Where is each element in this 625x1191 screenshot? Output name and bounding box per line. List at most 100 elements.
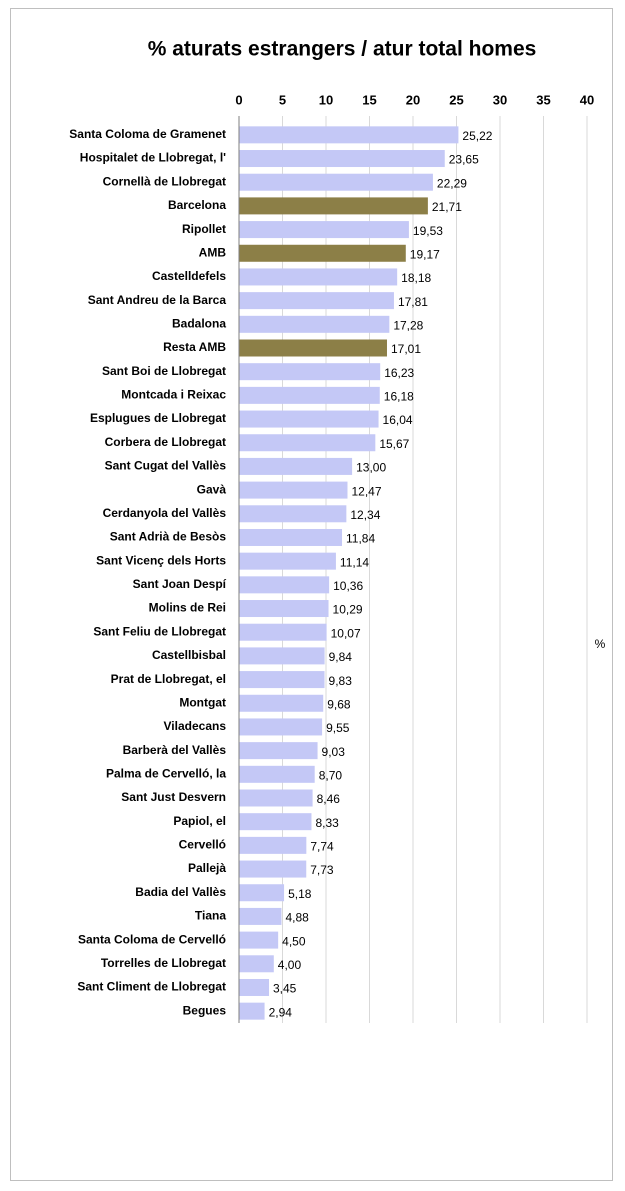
bar bbox=[239, 813, 312, 831]
y-tick-label: Sant Climent de Llobregat bbox=[77, 980, 226, 994]
legend-label: % bbox=[595, 637, 606, 651]
x-tick-label: 10 bbox=[319, 92, 333, 107]
bar bbox=[239, 931, 279, 949]
y-tick-label: Gavà bbox=[197, 482, 227, 496]
y-tick-label: Corbera de Llobregat bbox=[105, 435, 226, 449]
bar bbox=[239, 339, 387, 357]
data-label: 23,65 bbox=[449, 153, 479, 167]
bar bbox=[239, 528, 343, 546]
y-tick-label: Esplugues de Llobregat bbox=[90, 411, 226, 425]
data-label: 25,22 bbox=[462, 129, 492, 143]
y-tick-label: Castellbisbal bbox=[152, 648, 226, 662]
y-tick-label: Santa Coloma de Gramenet bbox=[69, 127, 226, 141]
bar bbox=[239, 694, 324, 712]
bar bbox=[239, 363, 381, 381]
y-tick-label: Prat de Llobregat, el bbox=[111, 672, 226, 686]
data-label: 10,36 bbox=[333, 579, 363, 593]
data-label: 21,71 bbox=[432, 200, 462, 214]
x-tick-label: 20 bbox=[406, 92, 420, 107]
y-tick-label: Cervelló bbox=[179, 838, 226, 852]
bar bbox=[239, 955, 274, 973]
data-label: 9,55 bbox=[326, 721, 350, 735]
y-tick-label: Barcelona bbox=[168, 198, 226, 212]
bar bbox=[239, 268, 398, 286]
y-tick-label: Resta AMB bbox=[163, 340, 226, 354]
bar bbox=[239, 481, 348, 499]
bar bbox=[239, 126, 459, 144]
bar bbox=[239, 197, 428, 215]
y-tick-label: Sant Andreu de la Barca bbox=[88, 293, 227, 307]
data-label: 9,84 bbox=[329, 650, 353, 664]
data-label: 4,00 bbox=[278, 958, 302, 972]
y-tick-label: Sant Cugat del Vallès bbox=[105, 459, 227, 473]
y-tick-label: Begues bbox=[183, 1003, 227, 1017]
bar bbox=[239, 386, 380, 404]
x-tick-label: 40 bbox=[580, 92, 594, 107]
data-label: 7,73 bbox=[310, 863, 334, 877]
data-label: 16,23 bbox=[384, 366, 414, 380]
bar bbox=[239, 457, 353, 475]
bar bbox=[239, 623, 327, 641]
data-label: 19,17 bbox=[410, 247, 440, 261]
bar bbox=[239, 292, 394, 310]
bar bbox=[239, 576, 330, 594]
data-label: 12,47 bbox=[351, 484, 381, 498]
y-tick-label: Sant Joan Despí bbox=[133, 577, 227, 591]
x-tick-label: 35 bbox=[536, 92, 550, 107]
bar bbox=[239, 600, 329, 618]
data-label: 17,28 bbox=[393, 318, 423, 332]
x-tick-label: 25 bbox=[449, 92, 463, 107]
data-label: 4,88 bbox=[285, 911, 309, 925]
bar bbox=[239, 1002, 265, 1020]
y-tick-label: Montgat bbox=[179, 695, 226, 709]
data-label: 17,81 bbox=[398, 295, 428, 309]
data-label: 9,83 bbox=[329, 674, 353, 688]
y-tick-label: Papiol, el bbox=[173, 814, 226, 828]
y-tick-label: Hospitalet de Llobregat, l' bbox=[80, 151, 226, 165]
y-tick-label: Badia del Vallès bbox=[135, 885, 226, 899]
data-label: 7,74 bbox=[310, 840, 334, 854]
data-label: 18,18 bbox=[401, 271, 431, 285]
y-tick-label: Santa Coloma de Cervelló bbox=[78, 932, 226, 946]
y-tick-label: Montcada i Reixac bbox=[121, 388, 226, 402]
y-tick-label: Sant Boi de Llobregat bbox=[102, 364, 226, 378]
bar bbox=[239, 742, 318, 760]
data-label: 8,70 bbox=[319, 768, 343, 782]
data-label: 22,29 bbox=[437, 176, 467, 190]
data-label: 2,94 bbox=[269, 1005, 293, 1019]
x-tick-label: 0 bbox=[235, 92, 242, 107]
bar bbox=[239, 765, 315, 783]
y-tick-label: Torrelles de Llobregat bbox=[101, 956, 226, 970]
y-tick-label: Sant Vicenç dels Horts bbox=[96, 553, 226, 567]
y-tick-label: Molins de Rei bbox=[149, 601, 226, 615]
data-label: 9,68 bbox=[327, 697, 351, 711]
bar bbox=[239, 907, 282, 925]
data-label: 16,18 bbox=[384, 390, 414, 404]
bar bbox=[239, 315, 390, 333]
data-label: 15,67 bbox=[379, 437, 409, 451]
x-tick-label: 15 bbox=[362, 92, 376, 107]
data-label: 8,33 bbox=[315, 816, 339, 830]
bar bbox=[239, 789, 313, 807]
data-label: 10,29 bbox=[333, 603, 363, 617]
x-tick-label: 5 bbox=[279, 92, 286, 107]
x-tick-label: 30 bbox=[493, 92, 507, 107]
bar bbox=[239, 410, 379, 428]
bar bbox=[239, 434, 376, 452]
data-label: 10,07 bbox=[331, 626, 361, 640]
y-tick-label: Castelldefels bbox=[152, 269, 226, 283]
bar bbox=[239, 860, 307, 878]
data-label: 5,18 bbox=[288, 887, 312, 901]
data-label: 4,50 bbox=[282, 934, 306, 948]
y-tick-label: Sant Adrià de Besòs bbox=[110, 530, 227, 544]
data-label: 12,34 bbox=[350, 508, 380, 522]
y-tick-label: Tiana bbox=[195, 909, 226, 923]
bar bbox=[239, 884, 285, 902]
data-label: 13,00 bbox=[356, 461, 386, 475]
chart-title: % aturats estrangers / atur total homes bbox=[148, 38, 537, 61]
data-label: 3,45 bbox=[273, 982, 297, 996]
data-label: 17,01 bbox=[391, 342, 421, 356]
y-tick-label: Badalona bbox=[172, 316, 226, 330]
bar bbox=[239, 221, 409, 239]
y-tick-label: Viladecans bbox=[164, 719, 227, 733]
